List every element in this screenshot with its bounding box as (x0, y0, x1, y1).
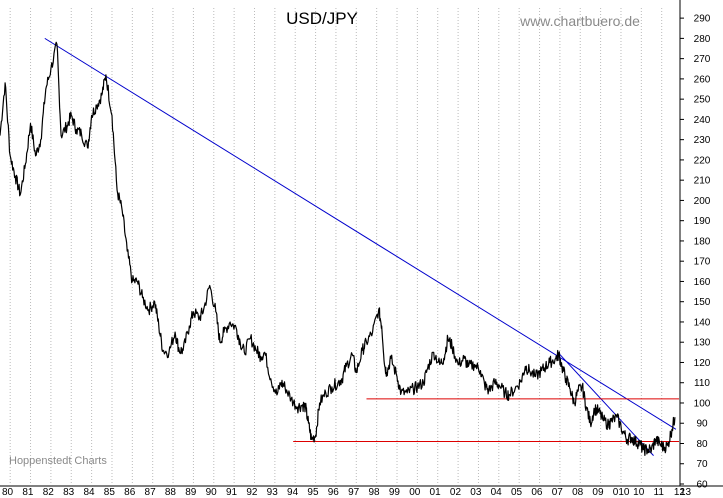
x-tick-label: 13 (680, 487, 692, 498)
trendline (557, 352, 654, 456)
x-tick-label: 1 (680, 487, 686, 498)
y-tick-label: 110 (694, 378, 710, 389)
y-tick-label: 180 (694, 236, 711, 247)
y-tick-label: 160 (694, 277, 711, 288)
y-tick-label: 150 (694, 297, 711, 308)
x-tick-label: 80 (2, 487, 14, 498)
y-tick-label: 170 (694, 257, 711, 268)
y-tick-label: 100 (694, 398, 711, 409)
x-tick-label: 99 (389, 487, 401, 498)
y-tick-label: 240 (694, 115, 711, 126)
x-tick-label: 03 (470, 487, 482, 498)
y-tick-label: 200 (694, 196, 711, 207)
x-tick-label: 01 (430, 487, 442, 498)
x-tick-label: 00 (409, 487, 421, 498)
x-tick-label: 94 (287, 487, 299, 498)
y-tick-label: 220 (694, 155, 711, 166)
x-tick-label: 02 (450, 487, 462, 498)
y-tick-label: 290 (694, 14, 711, 25)
x-tick-label: 88 (165, 487, 177, 498)
y-tick-label: 80 (696, 439, 708, 450)
x-tick-label: 08 (572, 487, 584, 498)
trendline (44, 37, 677, 430)
x-tick-label: 87 (145, 487, 157, 498)
y-tick-label: 120 (694, 358, 711, 369)
y-tick-label: 230 (694, 135, 711, 146)
grid-layer (9, 8, 663, 484)
price-series-line (0, 41, 676, 456)
y-tick-label: 250 (694, 95, 711, 106)
x-tick-label: 010 (613, 487, 630, 498)
credit-text: Hoppenstedt Charts (9, 455, 107, 467)
x-tick-label: 86 (124, 487, 136, 498)
x-tick-label: 04 (491, 487, 503, 498)
chart-title: USD/JPY (286, 9, 358, 28)
x-tick-label: 06 (531, 487, 543, 498)
x-tick-label: 93 (267, 487, 279, 498)
x-tick-label: 81 (22, 487, 34, 498)
y-tick-label: 270 (694, 54, 711, 65)
y-tick-label: 280 (694, 34, 711, 45)
y-tick-label: 140 (694, 317, 711, 328)
x-tick-label: 96 (328, 487, 340, 498)
x-tick-label: 10 (633, 487, 645, 498)
x-tick-label: 95 (307, 487, 319, 498)
y-tick-label: 260 (694, 74, 711, 85)
x-tick-label: 98 (368, 487, 380, 498)
x-tick-label: 82 (43, 487, 55, 498)
x-tick-label: 90 (206, 487, 218, 498)
y-tick-label: 90 (696, 419, 708, 430)
x-tick-label: 09 (592, 487, 604, 498)
x-tick-label: 07 (552, 487, 564, 498)
x-tick-label: 84 (83, 487, 95, 498)
x-tick-label: 11 (654, 487, 665, 498)
series-layer (0, 41, 676, 456)
y-tick-label: 130 (694, 338, 711, 349)
y-tick-label: 70 (696, 459, 708, 470)
y-tick-label: 210 (694, 176, 711, 187)
x-tick-label: 12 (674, 487, 686, 498)
x-tick-label: 05 (511, 487, 523, 498)
x-tick-label: 83 (63, 487, 75, 498)
trendline-layer (44, 37, 679, 456)
y-tick-label: 190 (694, 216, 711, 227)
x-tick-label: 91 (226, 487, 238, 498)
y-tick-label: 60 (696, 480, 708, 491)
watermark-text: www.chartbuero.de (519, 13, 640, 29)
x-tick-label: 92 (246, 487, 258, 498)
x-tick-label: 89 (185, 487, 197, 498)
x-tick-label: 85 (104, 487, 116, 498)
x-tick-label: 97 (348, 487, 360, 498)
